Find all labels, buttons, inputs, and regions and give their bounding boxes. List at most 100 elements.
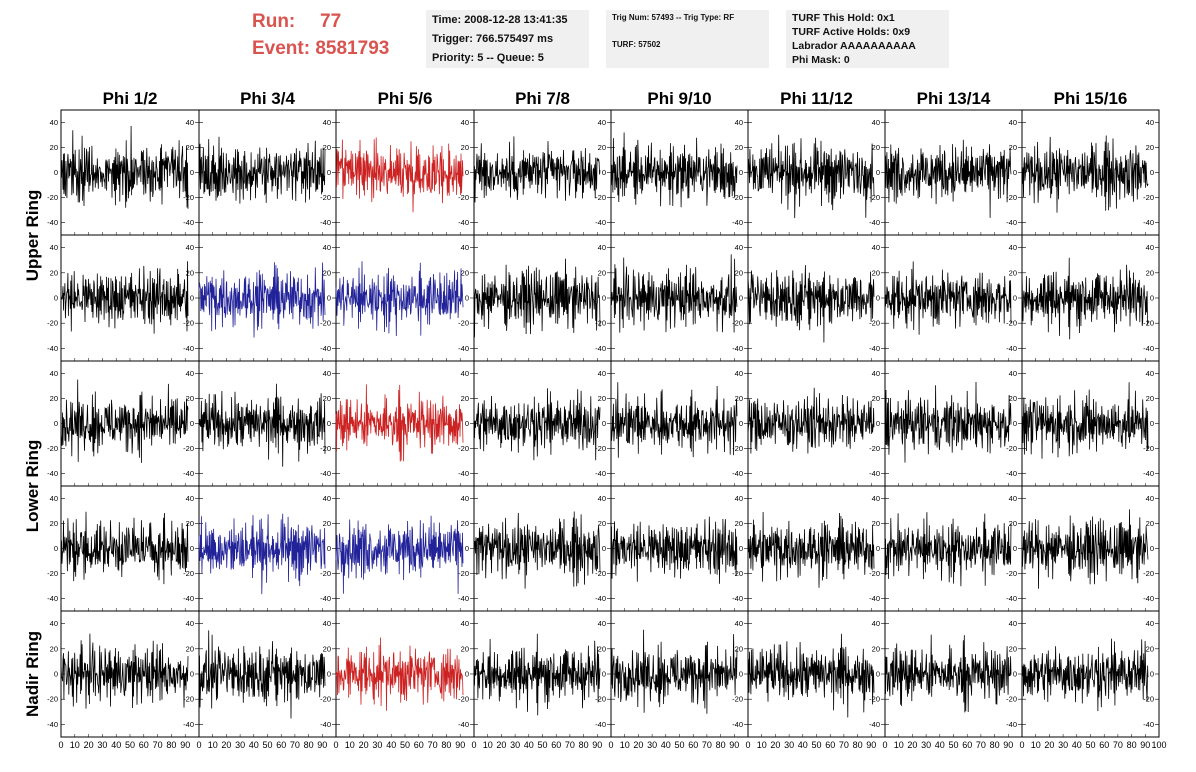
- y-tick-label: 0: [465, 670, 469, 679]
- y-tick-label: -20: [458, 569, 469, 578]
- x-tick-label: 90: [455, 740, 465, 750]
- x-tick-label: 20: [633, 740, 643, 750]
- y-tick-label: -20: [320, 193, 331, 202]
- y-tick-label: 40: [186, 243, 194, 252]
- x-tick-label: 20: [770, 740, 780, 750]
- y-tick-label: -40: [320, 218, 331, 227]
- y-tick-label: 20: [186, 143, 194, 152]
- x-tick-label: 60: [139, 740, 149, 750]
- y-tick-label: -40: [47, 720, 58, 729]
- y-tick-label: -20: [320, 444, 331, 453]
- y-tick-label: 40: [598, 118, 606, 127]
- y-tick-label: 0: [739, 168, 743, 177]
- y-tick-label: -20: [1006, 444, 1017, 453]
- x-tick-label: 10: [620, 740, 630, 750]
- y-tick-label: 0: [54, 294, 58, 303]
- x-tick-label: 60: [962, 740, 972, 750]
- y-tick-label: 0: [1150, 670, 1154, 679]
- column-title: Phi 7/8: [515, 89, 570, 108]
- y-tick-label: -40: [1143, 218, 1154, 227]
- y-tick-label: 20: [461, 519, 469, 528]
- time-line: Time: 2008-12-28 13:41:35: [432, 14, 568, 26]
- y-tick-label: 20: [735, 644, 743, 653]
- y-tick-label: -20: [320, 569, 331, 578]
- y-tick-label: -20: [1143, 193, 1154, 202]
- y-tick-label: 0: [876, 544, 880, 553]
- waveform-trace: [473, 633, 601, 716]
- y-tick-label: 40: [323, 118, 331, 127]
- waveform-trace: [473, 388, 601, 461]
- x-tick-label: 70: [290, 740, 300, 750]
- x-tick-label: 70: [839, 740, 849, 750]
- y-tick-label: -20: [183, 569, 194, 578]
- x-tick-label: 60: [276, 740, 286, 750]
- y-tick-label: -40: [183, 344, 194, 353]
- y-tick-label: 0: [876, 294, 880, 303]
- waveform-trace: [473, 258, 601, 338]
- y-tick-label: -40: [320, 720, 331, 729]
- turf-active-line: TURF Active Holds: 0x9: [792, 26, 911, 38]
- y-tick-label: 20: [872, 519, 880, 528]
- y-tick-label: 0: [327, 544, 331, 553]
- column-title: Phi 11/12: [780, 89, 853, 108]
- y-tick-label: 40: [461, 369, 469, 378]
- waveform-trace: [198, 513, 326, 595]
- y-tick-label: 20: [323, 644, 331, 653]
- x-tick-label: 60: [688, 740, 698, 750]
- x-tick-label: 90: [1003, 740, 1013, 750]
- waveform-trace: [610, 132, 738, 208]
- x-tick-label: 90: [1140, 740, 1150, 750]
- y-tick-label: -20: [1006, 569, 1017, 578]
- x-tick-label: 80: [441, 740, 451, 750]
- y-tick-label: -20: [183, 695, 194, 704]
- y-tick-label: -20: [1006, 193, 1017, 202]
- y-tick-label: -40: [183, 218, 194, 227]
- y-tick-label: 0: [739, 419, 743, 428]
- waveform-trace: [1021, 509, 1149, 589]
- y-tick-label: 0: [876, 670, 880, 679]
- y-tick-label: 0: [602, 544, 606, 553]
- y-tick-label: 20: [872, 143, 880, 152]
- y-tick-label: 0: [602, 419, 606, 428]
- run-label: Run:: [252, 11, 296, 32]
- y-tick-label: 40: [872, 118, 880, 127]
- y-tick-label: 20: [323, 519, 331, 528]
- y-tick-label: 0: [1013, 419, 1017, 428]
- x-tick-label: 40: [1072, 740, 1082, 750]
- x-tick-label: 40: [524, 740, 534, 750]
- labrador-line: Labrador AAAAAAAAAA: [792, 40, 916, 52]
- y-tick-label: -40: [732, 344, 743, 353]
- x-tick-label: 50: [674, 740, 684, 750]
- y-tick-label: 0: [54, 544, 58, 553]
- y-tick-label: 40: [461, 118, 469, 127]
- x-tick-label: 10: [483, 740, 493, 750]
- y-tick-label: -40: [458, 218, 469, 227]
- x-tick-label: 60: [551, 740, 561, 750]
- waveform-trace: [60, 511, 189, 585]
- y-tick-label: 20: [1009, 268, 1017, 277]
- y-tick-label: -20: [458, 193, 469, 202]
- y-tick-label: -40: [595, 720, 606, 729]
- y-tick-label: 20: [1009, 394, 1017, 403]
- y-tick-label: -20: [47, 569, 58, 578]
- y-tick-label: -20: [458, 695, 469, 704]
- trig-num-line: Trig Num: 57493 -- Trig Type: RF: [612, 13, 735, 22]
- waveform-trace: [884, 381, 1012, 463]
- waveform-trace: [1021, 135, 1149, 213]
- x-tick-label: 50: [400, 740, 410, 750]
- y-tick-label: 40: [598, 369, 606, 378]
- y-tick-label: 0: [465, 544, 469, 553]
- y-tick-label: 20: [186, 644, 194, 653]
- x-tick-label: 70: [702, 740, 712, 750]
- waveform-trace: [60, 125, 189, 209]
- waveform-trace: [60, 379, 189, 463]
- x-tick-label: 50: [1085, 740, 1095, 750]
- y-tick-label: -40: [183, 469, 194, 478]
- waveform-trace: [884, 139, 1012, 218]
- x-tick-label: 20: [1044, 740, 1054, 750]
- y-tick-label: -20: [595, 569, 606, 578]
- y-tick-label: -40: [1143, 344, 1154, 353]
- y-tick-label: 40: [186, 494, 194, 503]
- y-tick-label: -20: [47, 444, 58, 453]
- y-tick-label: -40: [1143, 720, 1154, 729]
